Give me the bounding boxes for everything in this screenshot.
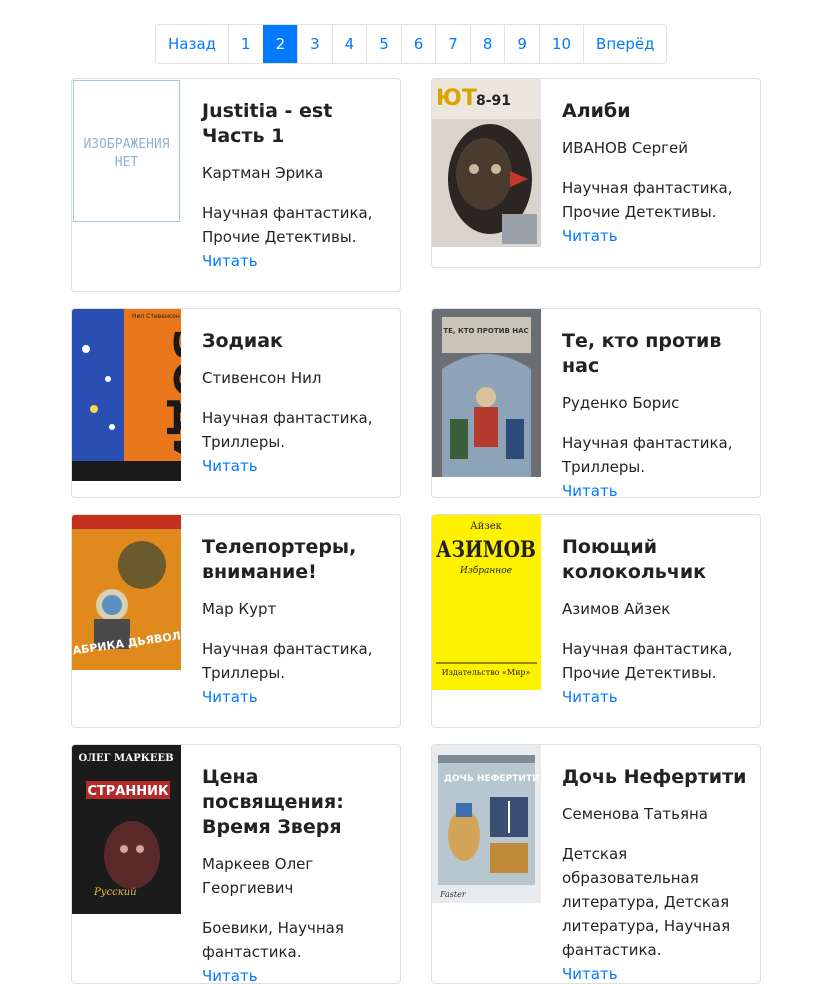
book-author: Руденко Борис (562, 394, 680, 412)
pagination-page-10[interactable]: 10 (538, 25, 584, 63)
book-genres: Научная фантастика, Прочие Детективы. (202, 204, 373, 246)
book-cover-placeholder[interactable]: ИЗОБРАЖЕНИЯ НЕТ (72, 79, 181, 225)
book-author: Мар Курт (202, 600, 277, 618)
cover-issue: 8-91 (476, 93, 511, 109)
book-author: ИВАНОВ Сергей (562, 139, 688, 157)
book-title: Телепортеры, внимание! (202, 536, 357, 583)
cover-title: ЗОДИАК (163, 329, 181, 481)
pagination-prev[interactable]: Назад (156, 25, 229, 63)
book-title: Цена посвящения: Время Зверя (202, 766, 344, 838)
book-author: Маркеев Олег Георгиевич (202, 855, 314, 897)
book-cover-image: ЮТ 8-91 (432, 79, 541, 247)
book-genres: Научная фантастика, Прочие Детективы. (562, 640, 733, 682)
book-cover[interactable]: ДОЧЬ НЕФЕРТИТИ Faster (432, 745, 541, 903)
book-cover-image: ФАБРИКА ДЬЯВОЛА (72, 515, 181, 670)
read-link[interactable]: Читать (202, 967, 258, 984)
book-title: Justitia - est Часть 1 (202, 100, 333, 147)
book-cover[interactable]: ТЕ, КТО ПРОТИВ НАС (432, 309, 541, 477)
book-cover[interactable]: ФАБРИКА ДЬЯВОЛА (72, 515, 181, 670)
book-title: Поющий колокольчик (562, 536, 707, 583)
book-cover-image: ДОЧЬ НЕФЕРТИТИ Faster (432, 745, 541, 903)
book-cover-image: ОЛЕГ МАРКЕЕВ СТРАННИК Русский (72, 745, 181, 914)
cover-author: ОЛЕГ МАРКЕЕВ (78, 753, 173, 764)
book-genres: Детская образовательная литература, Детс… (562, 845, 731, 959)
pagination-page-9[interactable]: 9 (504, 25, 539, 63)
read-link[interactable]: Читать (562, 965, 618, 983)
book-author: Семенова Татьяна (562, 805, 708, 823)
book-cover-image: Айзек АЗИМОВ Избранное Издательство «Мир… (432, 515, 541, 690)
read-link[interactable]: Читать (562, 227, 618, 245)
read-link[interactable]: Читать (202, 457, 258, 475)
read-link[interactable]: Читать (562, 688, 618, 706)
cover-author: Нил Стивенсон (132, 313, 180, 320)
pagination: Назад 1 2 3 4 5 6 7 8 9 10 Вперёд (155, 24, 668, 64)
book-genres: Научная фантастика, Триллеры. (202, 640, 373, 682)
pagination-page-8[interactable]: 8 (469, 25, 505, 63)
book-card: ТЕ, КТО ПРОТИВ НАС Те, кто против нас Ру… (431, 308, 761, 498)
book-title: Те, кто против нас (562, 330, 722, 377)
pagination-page-4[interactable]: 4 (331, 25, 367, 63)
pagination-next[interactable]: Вперёд (583, 25, 667, 63)
book-author: Стивенсон Нил (202, 369, 322, 387)
svg-text:ЮТ: ЮТ (436, 86, 477, 111)
pagination-page-6[interactable]: 6 (400, 25, 436, 63)
cover-title: СТРАННИК (87, 784, 169, 799)
pagination-page-7[interactable]: 7 (435, 25, 470, 63)
book-cover[interactable]: Нил Стивенсон ЗОДИАК (72, 309, 181, 481)
pagination-page-5[interactable]: 5 (366, 25, 401, 63)
cover-title: АЗИМОВ (436, 537, 536, 563)
book-cover[interactable]: ОЛЕГ МАРКЕЕВ СТРАННИК Русский (72, 745, 181, 914)
book-cover[interactable]: ЮТ 8-91 (432, 79, 541, 247)
book-cover-image: ТЕ, КТО ПРОТИВ НАС (432, 309, 541, 477)
book-genres: Научная фантастика, Триллеры. (202, 409, 373, 451)
cover-title: ДОЧЬ НЕФЕРТИТИ (444, 774, 540, 784)
book-card: ЮТ 8-91 Алиби ИВАНОВ Сергей Научная фант… (431, 78, 761, 268)
read-link[interactable]: Читать (202, 688, 258, 706)
book-cover[interactable]: Айзек АЗИМОВ Избранное Издательство «Мир… (432, 515, 541, 690)
pagination-page-3[interactable]: 3 (297, 25, 332, 63)
book-title: Алиби (562, 100, 631, 122)
book-card: ФАБРИКА ДЬЯВОЛА Телепортеры, внимание! М… (71, 514, 401, 728)
book-card: Айзек АЗИМОВ Избранное Издательство «Мир… (431, 514, 761, 728)
svg-text:Русский: Русский (93, 887, 137, 898)
pagination-page-2[interactable]: 2 (262, 25, 298, 63)
cover-author: Айзек (470, 521, 503, 532)
read-link[interactable]: Читать (202, 252, 258, 270)
read-link[interactable]: Читать (562, 482, 618, 498)
book-card: ДОЧЬ НЕФЕРТИТИ Faster Дочь Нефертити Сем… (431, 744, 761, 984)
no-image-label: ИЗОБРАЖЕНИЯ НЕТ (73, 80, 180, 222)
book-card: Нил Стивенсон ЗОДИАК Зодиак Стивенсон Ни… (71, 308, 401, 498)
book-genres: Научная фантастика, Триллеры. (562, 434, 733, 476)
book-cover-image: Нил Стивенсон ЗОДИАК (72, 309, 181, 481)
book-title: Зодиак (202, 330, 283, 352)
pagination-page-1[interactable]: 1 (228, 25, 263, 63)
book-genres: Боевики, Научная фантастика. (202, 919, 344, 961)
cover-title: ТЕ, КТО ПРОТИВ НАС (443, 327, 528, 335)
book-card: ОЛЕГ МАРКЕЕВ СТРАННИК Русский Цена посвя… (71, 744, 401, 984)
cover-subtitle: Избранное (459, 565, 512, 576)
cover-publisher: Издательство «Мир» (442, 668, 531, 677)
book-genres: Научная фантастика, Прочие Детективы. (562, 179, 733, 221)
book-title: Дочь Нефертити (562, 766, 747, 788)
book-author: Азимов Айзек (562, 600, 671, 618)
book-author: Картман Эрика (202, 164, 324, 182)
book-card: ИЗОБРАЖЕНИЯ НЕТ Justitia - est Часть 1 К… (71, 78, 401, 292)
svg-text:Faster: Faster (439, 890, 467, 899)
